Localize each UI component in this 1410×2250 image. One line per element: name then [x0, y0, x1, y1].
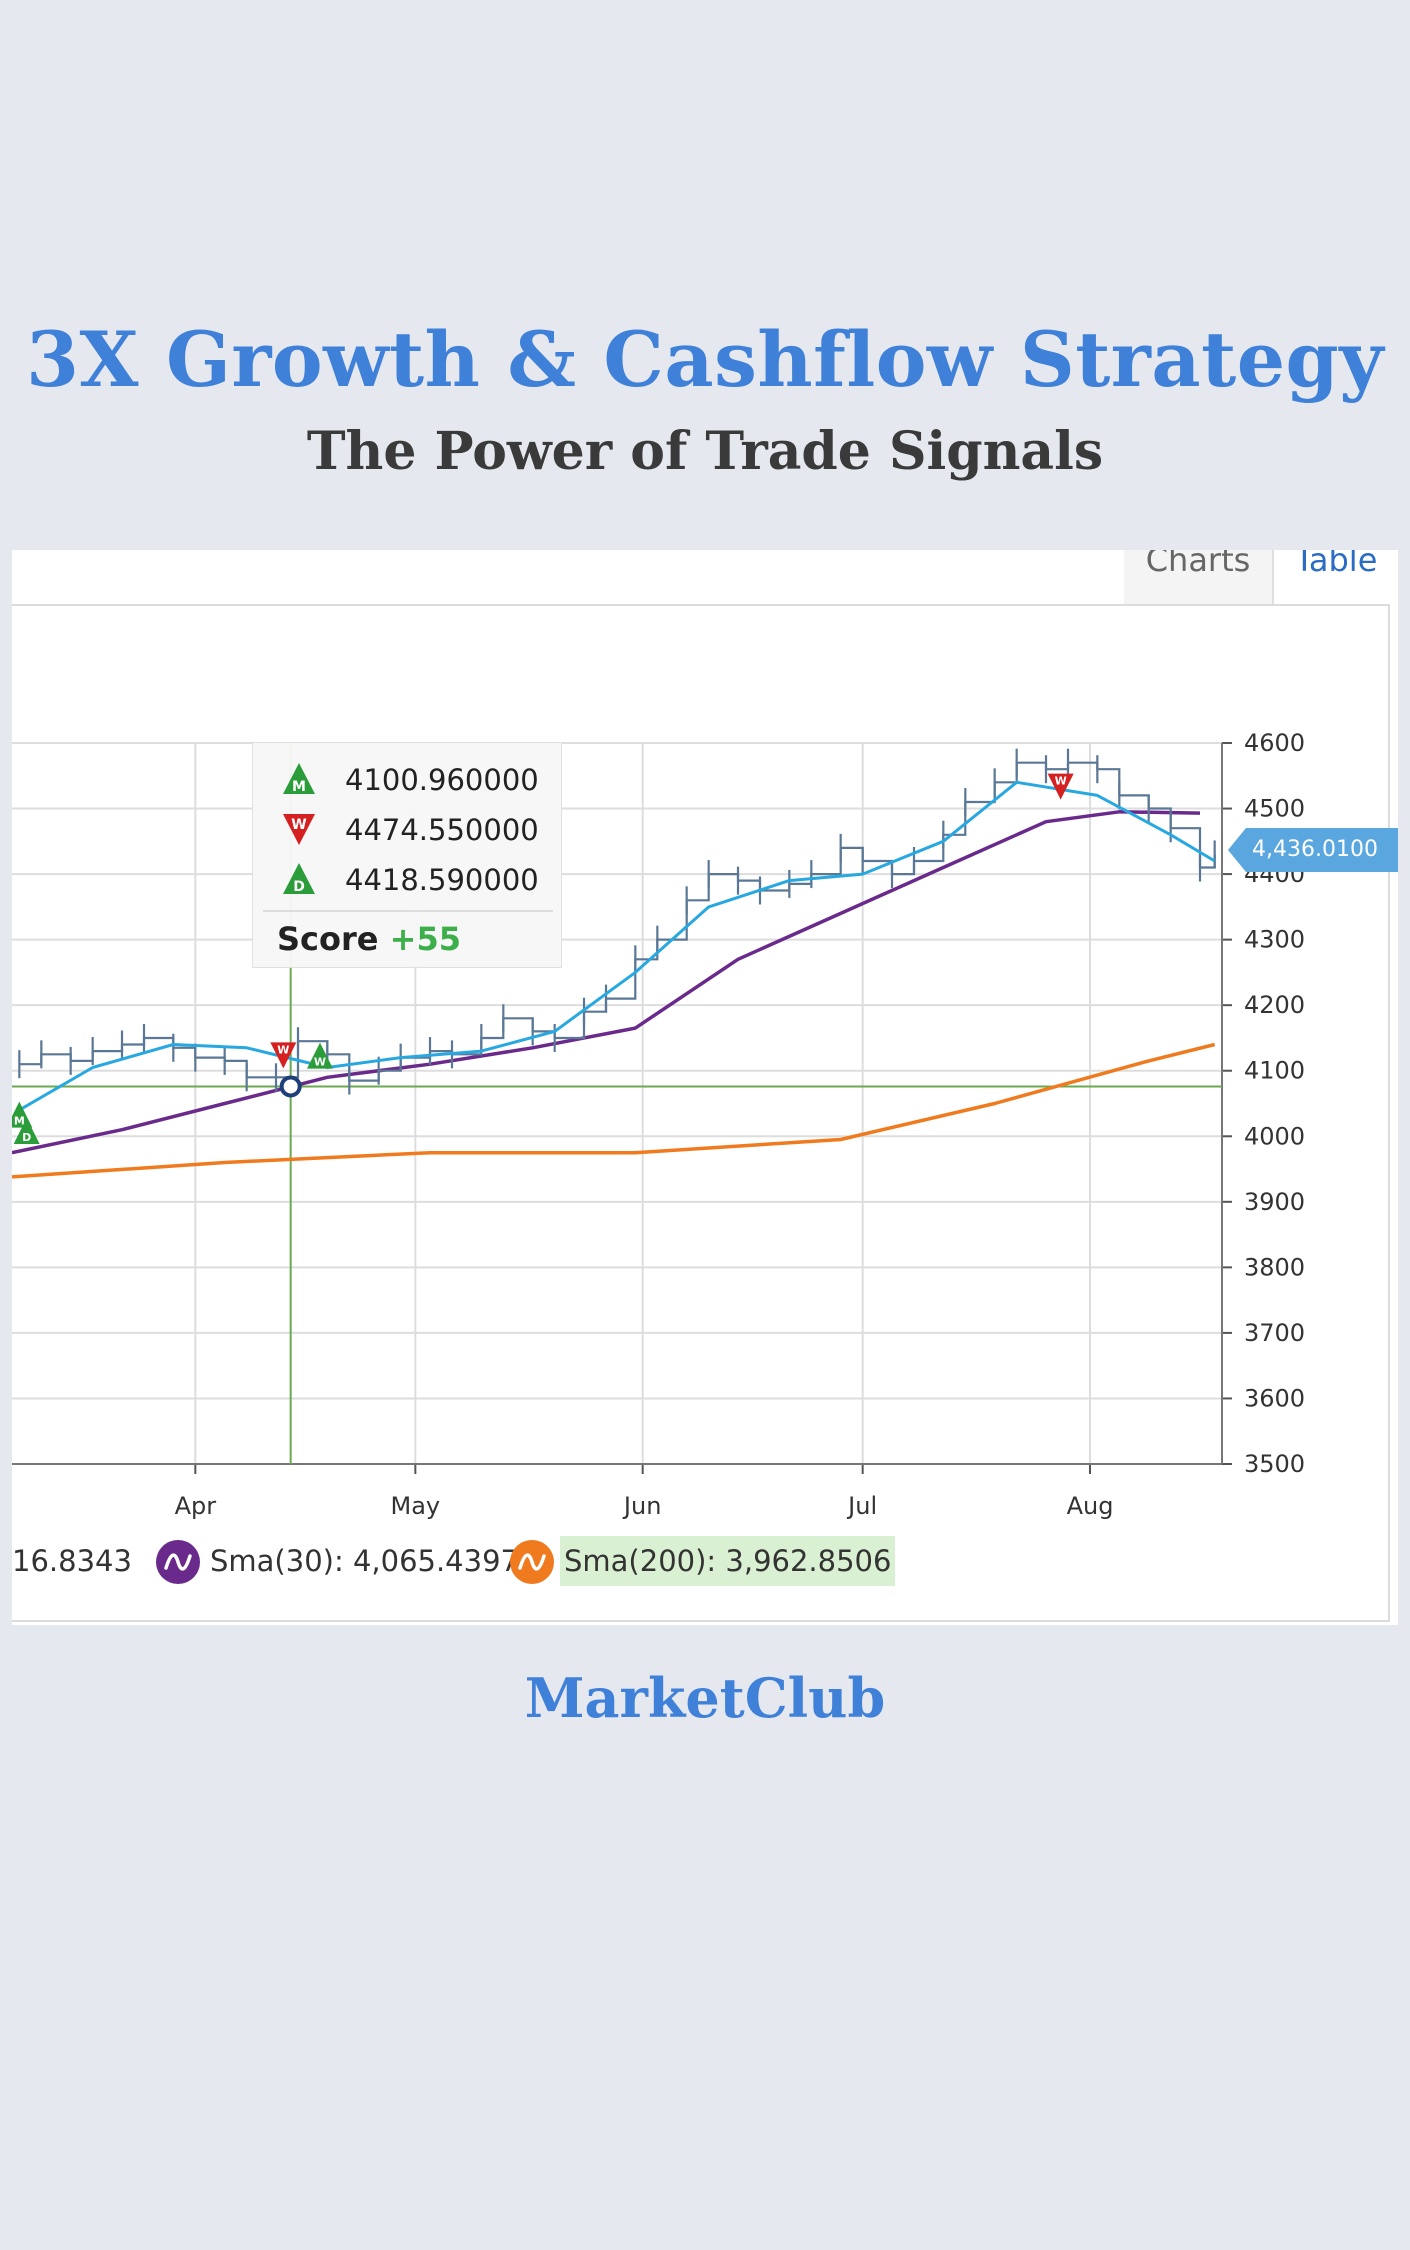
- page-subtitle: The Power of Trade Signals: [306, 421, 1104, 482]
- svg-text:D: D: [293, 879, 305, 895]
- page-title: 3X Growth & Cashflow Strategy: [26, 315, 1384, 404]
- tooltip-row-weekly: W 4474.550000: [281, 807, 551, 851]
- y-tick-label: 3900: [1244, 1188, 1305, 1216]
- x-tick-label: Jun: [622, 1492, 662, 1520]
- chart-card: Charts Table 3500 3600 3700 3800 3900 4000 410…: [12, 550, 1398, 1625]
- y-tick-label: 3600: [1244, 1384, 1305, 1412]
- legend-sma30[interactable]: Sma(30): 4,065.4397: [142, 1536, 519, 1586]
- legend-sma200[interactable]: Sma(200): 3,962.8506: [496, 1536, 896, 1586]
- legend-sma30-label: Sma(30): 4,065.4397: [210, 1544, 519, 1578]
- y-tick-label: 4200: [1244, 991, 1305, 1019]
- sma200-wave-icon: [510, 1540, 554, 1584]
- monthly-buy-signal-icon: M: [283, 763, 315, 795]
- y-tick-label: 4000: [1244, 1122, 1305, 1150]
- sma30-wave-icon: [156, 1540, 200, 1584]
- tooltip-divider: [263, 910, 553, 912]
- y-tick-label: 4500: [1244, 795, 1305, 823]
- tooltip-score: Score +55: [277, 919, 461, 959]
- tooltip-weekly-value: 4474.550000: [345, 813, 539, 847]
- sma200-line: [12, 1042, 1216, 1179]
- chart-legend: 16.8343 Sma(30): 4,065.4397 Sma(200): 3,…: [12, 1536, 1382, 1586]
- crosshair-marker: [279, 1075, 302, 1098]
- x-tick-label: Apr: [175, 1492, 217, 1520]
- sma-short-line: [18, 780, 1216, 1112]
- brand-logo-text: MarketClub: [524, 1666, 886, 1730]
- x-tick-label: May: [391, 1492, 441, 1520]
- legend-sma200-label: Sma(200): 3,962.8506: [560, 1536, 896, 1586]
- x-tick-label: Jul: [846, 1492, 877, 1520]
- signal-w-buy-marker: [307, 1042, 333, 1069]
- legend-truncated-value: 16.8343: [12, 1544, 132, 1578]
- signal-letter: D: [22, 1131, 31, 1144]
- signal-letter: W: [1055, 775, 1067, 788]
- daily-buy-signal-icon: D: [283, 863, 315, 895]
- tab-charts[interactable]: Charts: [1124, 550, 1274, 604]
- svg-text:W: W: [291, 817, 306, 833]
- y-tick-label: 3800: [1244, 1253, 1305, 1281]
- y-tick-label: 4100: [1244, 1057, 1305, 1085]
- signal-letter: M: [14, 1115, 25, 1128]
- signal-tooltip: M 4100.960000 W 4474.550000 D 4418.59000…: [252, 742, 562, 968]
- svg-text:M: M: [292, 779, 306, 795]
- signal-letter: W: [314, 1056, 326, 1069]
- weekly-sell-signal-icon: W: [283, 814, 315, 845]
- y-tick-label: 4600: [1244, 729, 1305, 757]
- tooltip-row-daily: D 4418.590000: [281, 857, 551, 901]
- signal-d-buy-marker: [13, 1117, 40, 1144]
- price-chart[interactable]: 3500360037003800390040004100420043004400…: [12, 550, 1398, 1625]
- signal-w-sell-marker: [1047, 773, 1074, 800]
- y-tick-label: 3500: [1244, 1450, 1305, 1478]
- score-value: +55: [389, 920, 461, 958]
- signal-w-sell-marker: [270, 1042, 297, 1069]
- score-label: Score: [277, 920, 379, 958]
- tooltip-daily-value: 4418.590000: [345, 863, 539, 897]
- price-tag-pointer: [1228, 828, 1246, 872]
- signal-letter: W: [277, 1043, 289, 1056]
- tooltip-monthly-value: 4100.960000: [345, 763, 539, 797]
- current-price-tag: 4,436.0100: [1246, 828, 1398, 872]
- sma30-line: [12, 810, 1201, 1155]
- tooltip-row-monthly: M 4100.960000: [281, 757, 551, 801]
- x-tick-label: Aug: [1067, 1492, 1114, 1520]
- y-tick-label: 4300: [1244, 926, 1305, 954]
- chart-frame: [12, 604, 1390, 1622]
- price-series-line: [19, 761, 1216, 1082]
- tab-table[interactable]: Table: [1294, 550, 1378, 579]
- y-tick-label: 3700: [1244, 1319, 1305, 1347]
